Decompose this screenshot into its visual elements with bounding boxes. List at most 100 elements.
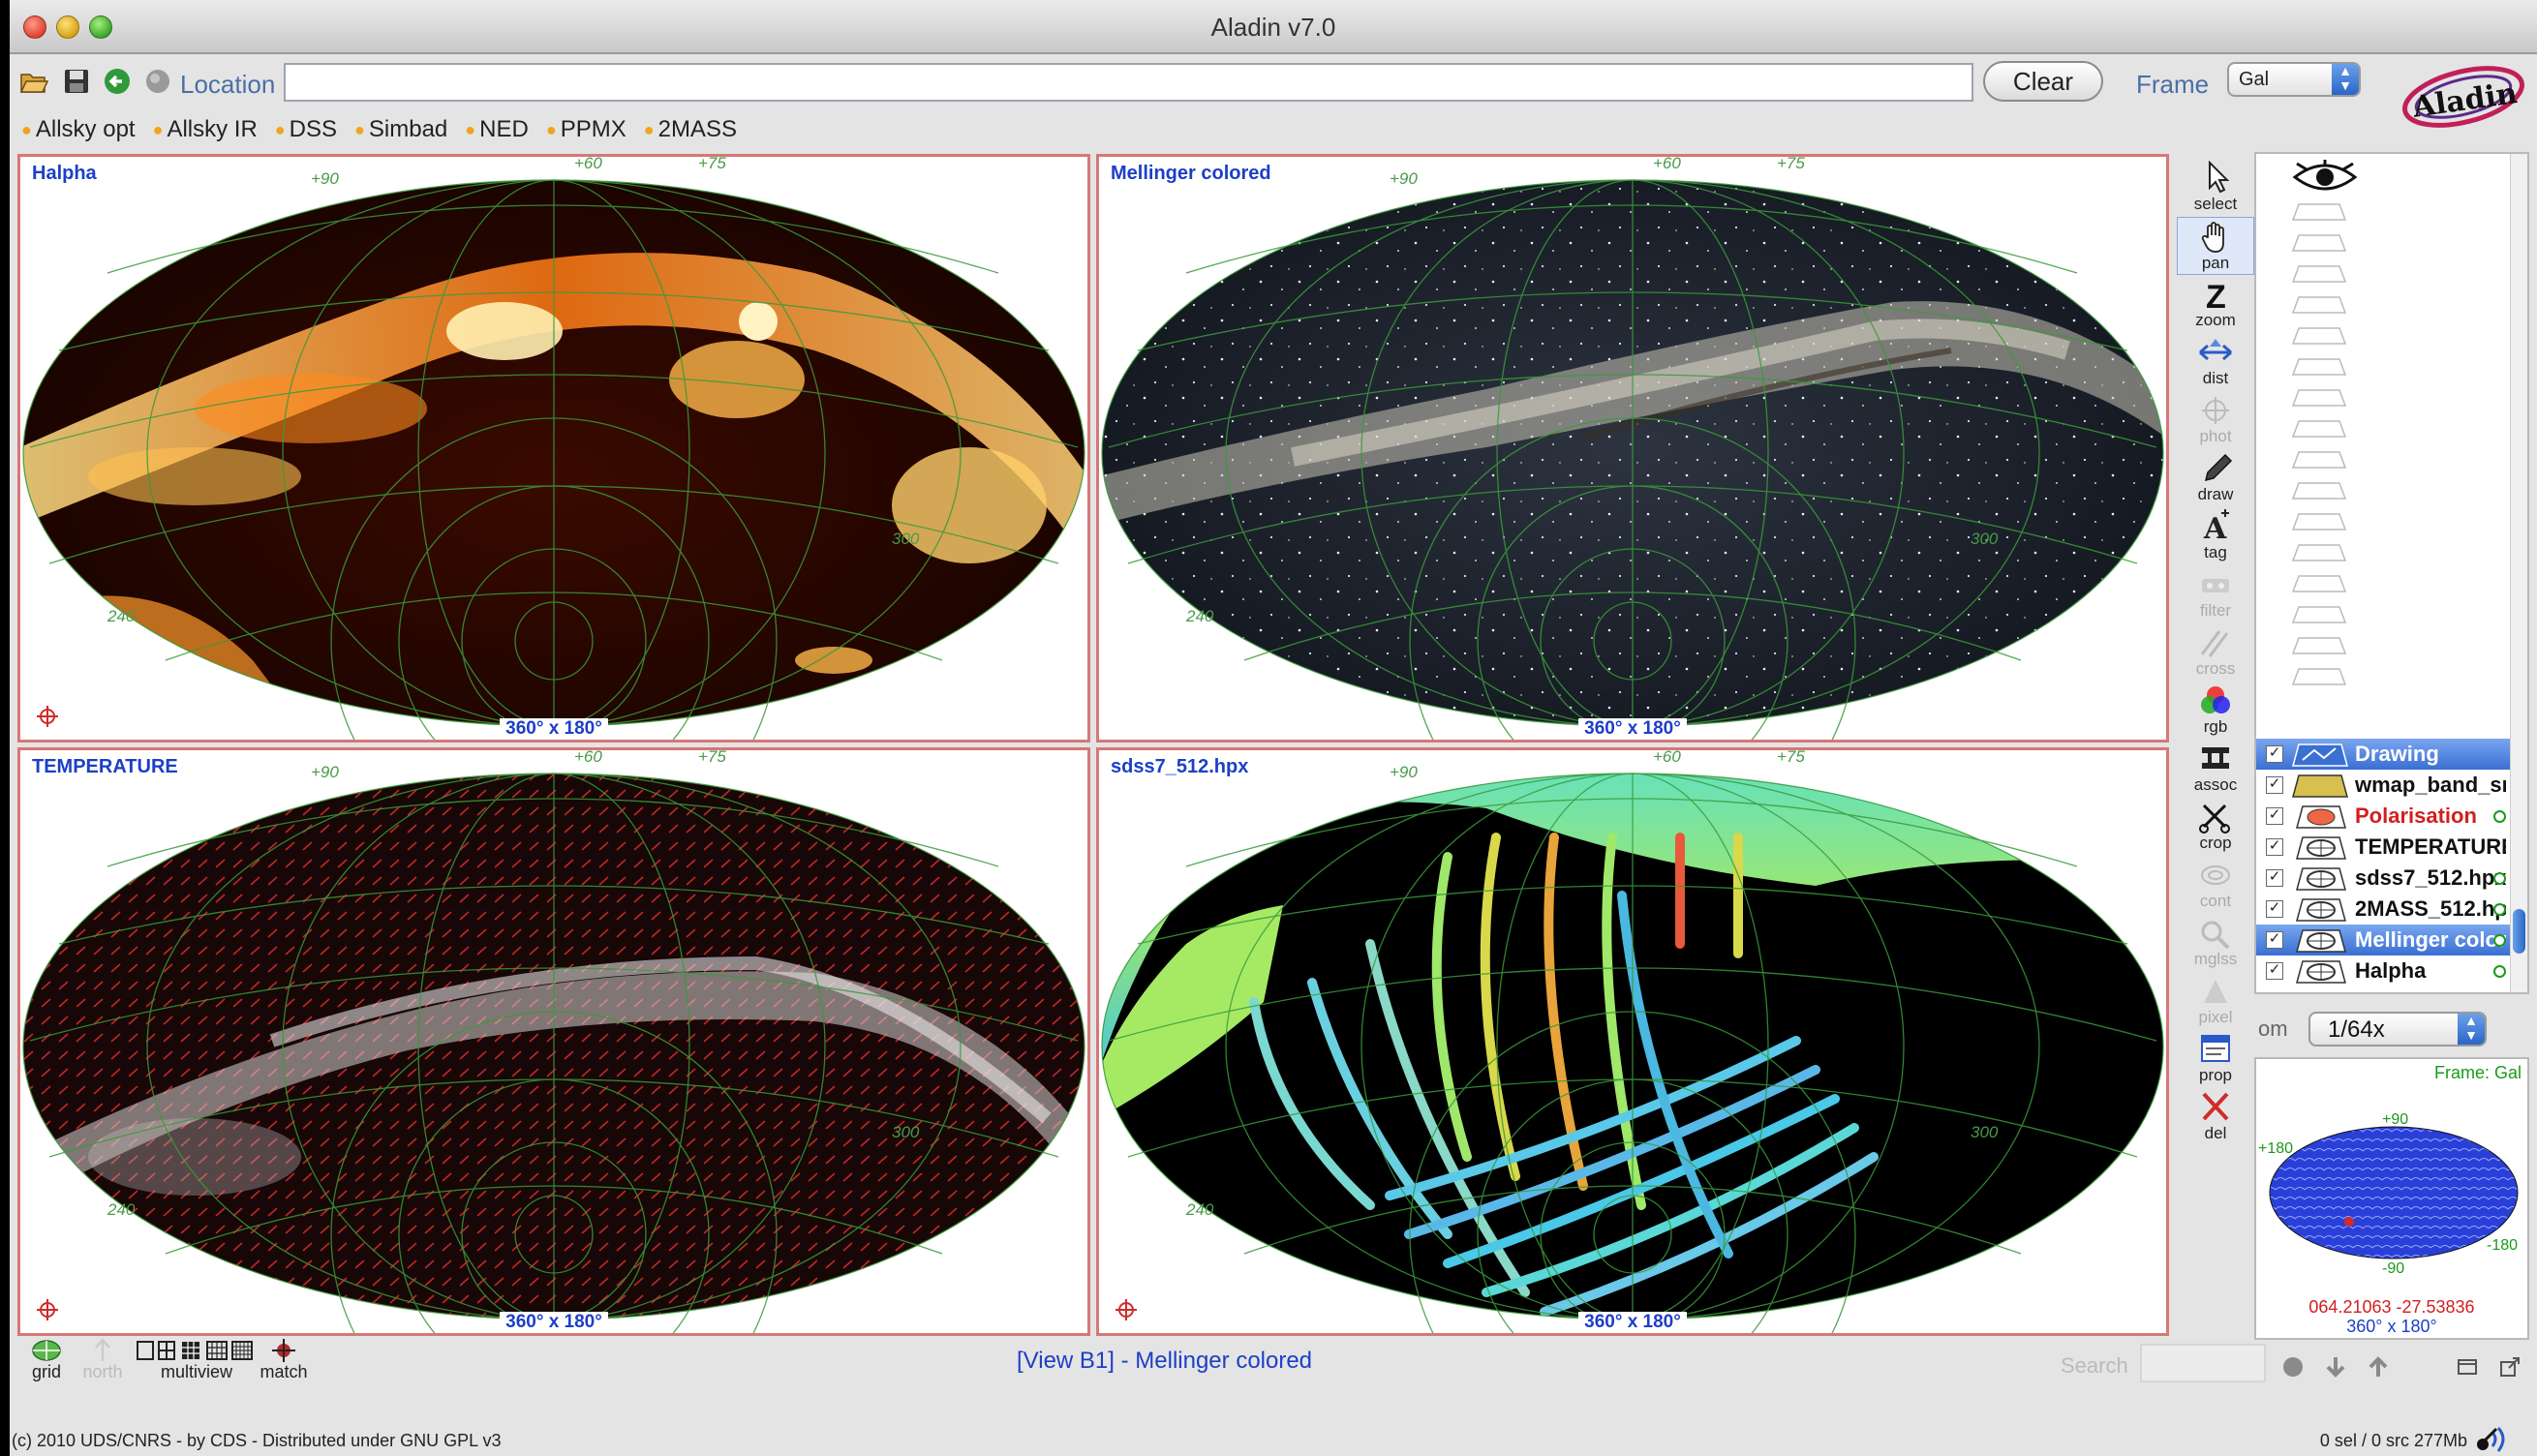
location-input[interactable] bbox=[284, 63, 1973, 102]
zoom-select[interactable]: 1/64x ▲ ▼ bbox=[2308, 1012, 2487, 1046]
empty-plane-slot[interactable] bbox=[2291, 450, 2347, 470]
plane-stack: ✓ Drawing ✓ wmap_band_sn ✓ Polarisation … bbox=[2254, 152, 2529, 994]
select-arrows-icon: ▲ ▼ bbox=[2332, 64, 2359, 95]
record-circle-icon[interactable] bbox=[2281, 1355, 2305, 1379]
match-button[interactable]: match bbox=[250, 1338, 318, 1380]
tool-mglss[interactable]: mglss bbox=[2177, 914, 2254, 972]
plane-visible-checkbox[interactable]: ✓ bbox=[2266, 838, 2283, 856]
multiview-layouts-icon bbox=[137, 1341, 253, 1360]
empty-plane-slot[interactable] bbox=[2291, 388, 2347, 408]
tool-zoom[interactable]: Z zoom bbox=[2195, 279, 2236, 329]
eye-icon[interactable] bbox=[2291, 160, 2359, 195]
arrow-down-icon[interactable] bbox=[2324, 1355, 2347, 1379]
plane-visible-checkbox[interactable]: ✓ bbox=[2266, 869, 2283, 887]
tool-tag[interactable]: A tag bbox=[2177, 507, 2254, 565]
plane-halpha[interactable]: ✓ Halpha bbox=[2256, 956, 2510, 986]
empty-plane-slot[interactable] bbox=[2291, 326, 2347, 346]
plane-sdss7[interactable]: ✓ sdss7_512.hpx bbox=[2256, 863, 2510, 894]
minimize-window-button[interactable] bbox=[56, 15, 79, 39]
plane-visible-checkbox[interactable]: ✓ bbox=[2266, 807, 2283, 825]
plane-visible-checkbox[interactable]: ✓ bbox=[2266, 931, 2283, 949]
tool-cross[interactable]: cross bbox=[2177, 623, 2254, 682]
bookmark-ned[interactable]: ● NED bbox=[465, 116, 529, 142]
plane-visible-checkbox[interactable]: ✓ bbox=[2266, 962, 2283, 980]
sky-map-temperature[interactable]: +90 +60 +75 240 300 bbox=[20, 750, 1087, 1333]
save-icon[interactable] bbox=[62, 67, 91, 96]
plane-mellinger[interactable]: ✓ Mellinger colored bbox=[2256, 925, 2510, 956]
empty-plane-slot[interactable] bbox=[2291, 357, 2347, 377]
empty-plane-slot[interactable] bbox=[2291, 636, 2347, 655]
network-signal-icon[interactable] bbox=[2473, 1423, 2516, 1452]
crosshair-icon[interactable] bbox=[1115, 1298, 1138, 1321]
empty-plane-slot[interactable] bbox=[2291, 667, 2347, 686]
empty-plane-slot[interactable] bbox=[2291, 233, 2347, 253]
tool-phot[interactable]: phot bbox=[2177, 391, 2254, 449]
view-temperature[interactable]: +90 +60 +75 240 300 TEMPERATURE 360° x 1… bbox=[17, 747, 1090, 1336]
stack-scrollbar[interactable] bbox=[2510, 154, 2527, 992]
view-mellinger[interactable]: +90 +60 +75 240 300 Mellinger colored 36… bbox=[1096, 154, 2169, 743]
open-folder-icon[interactable] bbox=[19, 67, 48, 96]
frame-select[interactable]: Gal ▲ ▼ bbox=[2227, 62, 2361, 97]
plane-wmap[interactable]: ✓ wmap_band_sn bbox=[2256, 770, 2510, 801]
bookmark-allsky-opt[interactable]: ● Allsky opt bbox=[21, 116, 136, 142]
tool-pixel[interactable]: pixel bbox=[2177, 972, 2254, 1030]
tool-dist[interactable]: dist bbox=[2177, 333, 2254, 391]
stop-icon[interactable] bbox=[143, 67, 172, 96]
sky-map-sdss7[interactable]: +90 +60 +75 240 300 bbox=[1099, 750, 2166, 1333]
crosshair-icon[interactable] bbox=[36, 1298, 59, 1321]
back-arrow-icon[interactable] bbox=[103, 67, 132, 96]
window-minimize-icon[interactable] bbox=[2456, 1355, 2479, 1379]
allsky-plane-icon bbox=[2296, 960, 2346, 984]
multiview-button[interactable]: multiview bbox=[134, 1338, 260, 1380]
empty-plane-slot[interactable] bbox=[2291, 543, 2347, 562]
tool-assoc[interactable]: assoc bbox=[2177, 740, 2254, 798]
plane-temperature[interactable]: ✓ TEMPERATURE bbox=[2256, 832, 2510, 863]
search-input[interactable] bbox=[2140, 1344, 2266, 1382]
empty-plane-slot[interactable] bbox=[2291, 574, 2347, 593]
empty-plane-slot[interactable] bbox=[2291, 419, 2347, 439]
plane-polarisation[interactable]: ✓ Polarisation bbox=[2256, 801, 2510, 832]
empty-plane-slot[interactable] bbox=[2291, 264, 2347, 284]
plane-drawing[interactable]: ✓ Drawing bbox=[2256, 739, 2510, 770]
empty-plane-slot[interactable] bbox=[2291, 202, 2347, 222]
tool-prop[interactable]: prop bbox=[2177, 1030, 2254, 1088]
tool-draw[interactable]: draw bbox=[2177, 449, 2254, 507]
bookmark-dss[interactable]: ● DSS bbox=[274, 116, 338, 142]
zoom-window-button[interactable] bbox=[89, 15, 112, 39]
plane-visible-checkbox[interactable]: ✓ bbox=[2266, 776, 2283, 794]
external-window-icon[interactable] bbox=[2498, 1355, 2522, 1379]
filter-icon bbox=[2202, 579, 2229, 592]
tool-crop[interactable]: crop bbox=[2177, 798, 2254, 856]
north-button[interactable]: north bbox=[74, 1338, 132, 1380]
empty-plane-slot[interactable] bbox=[2291, 605, 2347, 624]
bookmark-2mass[interactable]: ● 2MASS bbox=[643, 116, 737, 142]
overview-panel[interactable]: Frame: Gal +90 -90 +180 -180 064.21063 -… bbox=[2254, 1057, 2529, 1340]
plane-visible-checkbox[interactable]: ✓ bbox=[2266, 745, 2283, 763]
tool-del[interactable]: del bbox=[2177, 1088, 2254, 1146]
arrow-up-icon[interactable] bbox=[2367, 1355, 2390, 1379]
tool-filter[interactable]: filter bbox=[2177, 565, 2254, 623]
overview-sky-map[interactable] bbox=[2256, 1059, 2529, 1340]
view-halpha[interactable]: +90 +60 +75 240 300 Halpha 360° x 180° bbox=[17, 154, 1090, 743]
empty-plane-slot[interactable] bbox=[2291, 512, 2347, 531]
sky-map-mellinger[interactable]: +90 +60 +75 240 300 bbox=[1099, 157, 2166, 740]
close-window-button[interactable] bbox=[23, 15, 46, 39]
tool-select[interactable]: select bbox=[2177, 159, 2254, 217]
crosshair-icon[interactable] bbox=[36, 705, 59, 728]
bookmark-allsky-ir[interactable]: ● Allsky IR bbox=[152, 116, 258, 142]
bookmark-simbad[interactable]: ● Simbad bbox=[354, 116, 448, 142]
stack-scroll-thumb[interactable] bbox=[2513, 909, 2525, 954]
view-sdss7[interactable]: +90 +60 +75 240 300 sdss7_512.hpx 360° x… bbox=[1096, 747, 2169, 1336]
plane-status-dot bbox=[2493, 965, 2506, 978]
clear-button[interactable]: Clear bbox=[1983, 61, 2103, 102]
bookmark-ppmx[interactable]: ● PPMX bbox=[545, 116, 627, 142]
tool-rgb[interactable]: rgb bbox=[2177, 682, 2254, 740]
grid-button[interactable]: grid bbox=[17, 1338, 76, 1380]
empty-plane-slot[interactable] bbox=[2291, 481, 2347, 500]
sky-map-halpha[interactable]: +90 +60 +75 240 300 bbox=[20, 157, 1087, 740]
tool-pan[interactable]: pan bbox=[2177, 217, 2254, 275]
plane-visible-checkbox[interactable]: ✓ bbox=[2266, 900, 2283, 918]
tool-cont[interactable]: cont bbox=[2177, 856, 2254, 914]
empty-plane-slot[interactable] bbox=[2291, 295, 2347, 315]
plane-2mass[interactable]: ✓ 2MASS_512.hpx bbox=[2256, 894, 2510, 925]
